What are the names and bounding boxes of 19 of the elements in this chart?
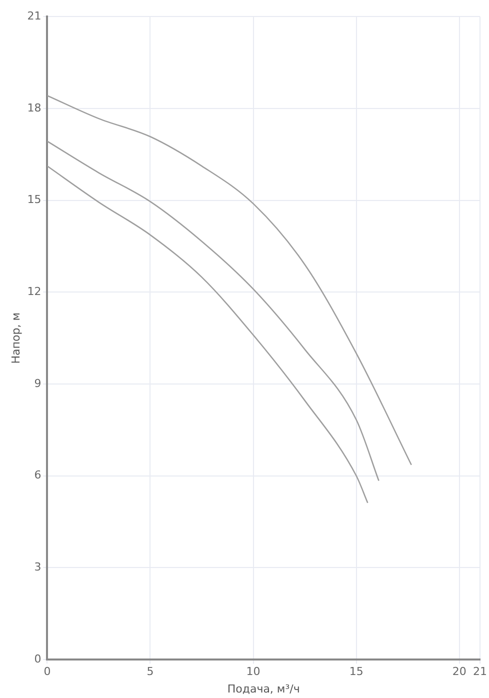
x-tick-label: 20 (452, 665, 466, 678)
x-tick-label: 15 (349, 665, 364, 678)
y-tick-label: 9 (34, 376, 42, 390)
x-axis-title: Подача, м³/ч (227, 682, 300, 696)
y-axis-title: Напор, м (9, 312, 22, 364)
line-series (47, 165, 368, 504)
y-tick-label: 15 (27, 193, 42, 206)
x-tick-label: 21 (473, 665, 487, 678)
y-tick-label: 6 (34, 468, 42, 482)
x-tick-label: 0 (44, 665, 51, 678)
y-tick-label: 18 (27, 101, 42, 114)
line-series (47, 94, 412, 466)
line-series (47, 140, 380, 482)
y-tick-label: 12 (27, 285, 42, 298)
y-tick-label: 3 (34, 560, 42, 574)
x-tick-label: 5 (146, 665, 154, 678)
y-tick-label: 0 (34, 652, 42, 666)
y-tick-label: 21 (27, 9, 42, 22)
x-tick-label: 10 (246, 665, 260, 678)
